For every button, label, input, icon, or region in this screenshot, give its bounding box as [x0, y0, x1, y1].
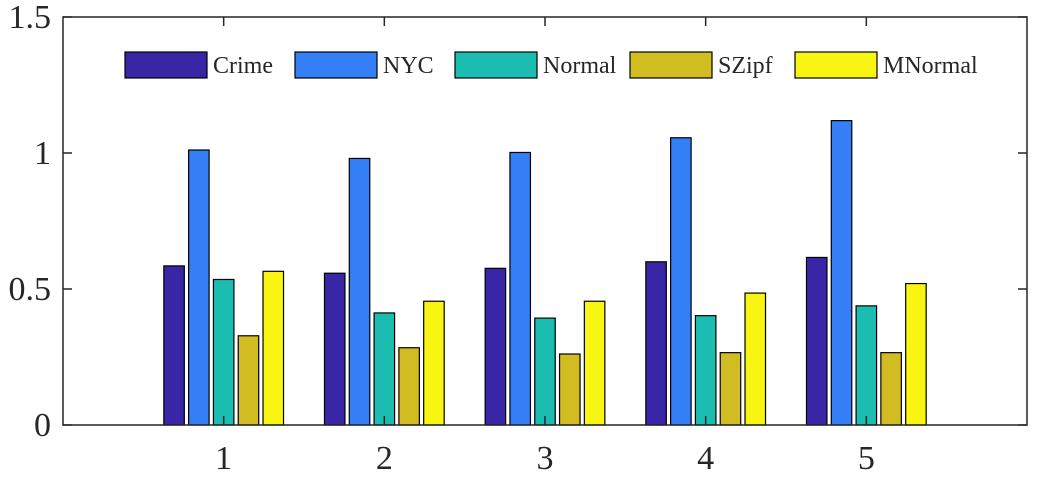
- bar-nyc-2: [348, 157, 371, 426]
- bar-normal-4: [694, 315, 717, 426]
- x-tick-label: 2: [376, 440, 393, 477]
- bar-mnormal-1: [262, 270, 285, 426]
- legend-label-nyc: NYC: [383, 53, 434, 79]
- bar-szipf-5: [880, 352, 902, 426]
- legend-label-mnormal: MNormal: [883, 53, 978, 79]
- bar-mnormal-3: [583, 300, 606, 426]
- x-tick-label: 5: [858, 440, 875, 477]
- x-tick-label: 1: [215, 440, 232, 477]
- y-tick-label: 1: [34, 135, 51, 172]
- legend-label-szipf: SZipf: [718, 53, 773, 79]
- legend: Crime NYC Normal SZipf MNormal: [124, 51, 978, 79]
- legend-swatch-szipf: [629, 51, 713, 79]
- bar-mnormal-4: [744, 292, 767, 426]
- legend-label-crime: Crime: [213, 53, 273, 79]
- legend-swatch-nyc: [294, 51, 378, 79]
- y-tick-label: 0: [34, 407, 51, 444]
- bar-mnormal-5: [905, 282, 927, 426]
- x-tick-label: 4: [697, 440, 714, 477]
- y-tick-label: 1.5: [9, 0, 52, 36]
- bar-crime-5: [805, 256, 828, 426]
- legend-swatch-mnormal: [794, 51, 878, 79]
- y-tick-label: 0.5: [9, 271, 52, 308]
- bar-mnormal-2: [423, 300, 445, 426]
- bar-crime-1: [163, 265, 185, 426]
- bar-nyc-1: [188, 149, 210, 426]
- bar-crime-2: [323, 272, 346, 426]
- bar-crime-4: [645, 261, 667, 426]
- ticks-layer: 0 0.5 1 1.5 1 2 3 4 5: [9, 0, 875, 477]
- bar-normal-3: [534, 317, 556, 426]
- bar-szipf-2: [398, 347, 420, 426]
- bar-normal-2: [373, 312, 396, 426]
- legend-swatch-normal: [454, 51, 538, 79]
- axes-layer: [62, 16, 1028, 426]
- bar-szipf-4: [719, 352, 742, 426]
- bars-layer: [163, 120, 927, 426]
- bar-szipf-1: [237, 335, 260, 426]
- legend-label-normal: Normal: [543, 53, 617, 79]
- bar-nyc-4: [670, 137, 692, 426]
- x-tick-label: 3: [537, 440, 554, 477]
- legend-swatch-crime: [124, 51, 208, 79]
- bar-szipf-3: [558, 353, 581, 426]
- bar-normal-5: [855, 305, 878, 426]
- bar-nyc-5: [830, 120, 853, 426]
- bar-crime-3: [484, 267, 507, 426]
- bar-normal-1: [212, 278, 235, 426]
- bar-nyc-3: [509, 151, 532, 426]
